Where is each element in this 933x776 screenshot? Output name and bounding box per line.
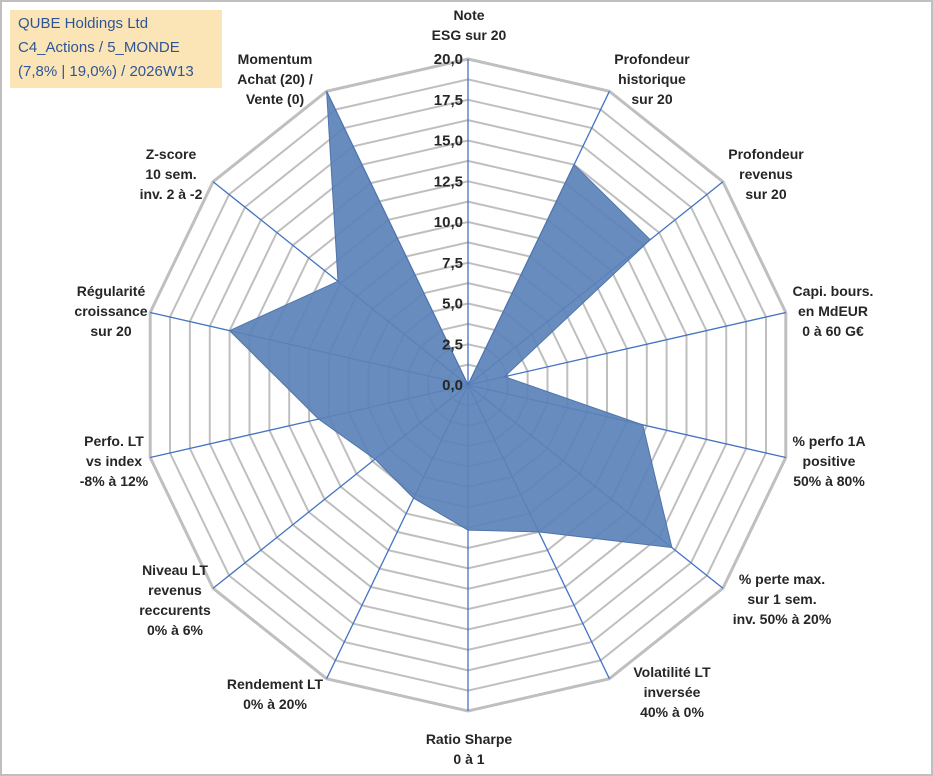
axis-label-line: revenus: [739, 166, 793, 182]
axis-label-line: 0 à 1: [453, 751, 484, 767]
axis-label: Régularité croissance sur 20: [74, 283, 147, 339]
axis-label-line: Achat (20) /: [237, 71, 313, 87]
axis-label-line: Niveau LT: [142, 562, 208, 578]
axis-label: Capi. bours. en MdEUR 0 à 60 G€: [793, 283, 874, 339]
axis-label-line: Profondeur: [614, 51, 690, 67]
axis-label: % perfo 1A positive 50% à 80%: [792, 433, 865, 489]
axis-label-line: Rendement LT: [227, 676, 324, 692]
axis-spoke: [467, 311, 786, 386]
axis-label-line: 0% à 20%: [243, 696, 307, 712]
axis-label-line: Momentum: [238, 51, 313, 67]
axis-label: Z-score 10 sem. inv. 2 à -2: [140, 146, 203, 202]
axis-label: Volatilité LT inversée 40% à 0%: [633, 664, 711, 720]
series-layer: [228, 91, 673, 549]
tick-label: 12,5: [434, 173, 463, 190]
axis-label: Note ESG sur 20: [432, 7, 507, 43]
axis-label: Ratio Sharpe 0 à 1: [426, 731, 513, 767]
tick-label: 10,0: [434, 214, 463, 231]
axis-label-line: -8% à 12%: [80, 473, 149, 489]
axis-label-line: sur 20: [90, 323, 131, 339]
axis-label-line: croissance: [74, 303, 147, 319]
axis-label-line: Régularité: [77, 283, 146, 299]
portfolio-stats: (7,8% | 19,0%) / 2026W13: [18, 63, 194, 80]
axis-label-line: 40% à 0%: [640, 704, 704, 720]
tick-layer: 0,0 2,5 5,0 7,5 10,0 12,5 15,0 17,5 20,0: [434, 51, 463, 394]
axis-label-line: Volatilité LT: [633, 664, 711, 680]
axis-label-line: 0 à 60 G€: [802, 323, 864, 339]
portfolio-name: C4_Actions / 5_MONDE: [18, 39, 180, 56]
axis-label: Momentum Achat (20) / Vente (0): [237, 51, 313, 107]
axis-label-line: % perfo 1A: [792, 433, 865, 449]
axis-label: % perte max. sur 1 sem. inv. 50% à 20%: [733, 571, 832, 627]
axis-label-line: Note: [453, 7, 484, 23]
tick-label: 15,0: [434, 133, 463, 150]
axis-label-line: inv. 2 à -2: [140, 186, 203, 202]
axis-label-line: inv. 50% à 20%: [733, 611, 832, 627]
axis-label-line: ESG sur 20: [432, 27, 507, 43]
axis-label-line: Z-score: [146, 146, 197, 162]
axis-label-line: reccurents: [139, 602, 211, 618]
axis-label-line: 10 sem.: [145, 166, 196, 182]
tick-label: 20,0: [434, 51, 463, 68]
tick-label: 2,5: [442, 336, 463, 353]
axis-label: Niveau LT revenus reccurents 0% à 6%: [139, 562, 211, 638]
axis-label: Profondeur historique sur 20: [614, 51, 690, 107]
axis-label-line: Profondeur: [728, 146, 804, 162]
axis-label-line: en MdEUR: [798, 303, 868, 319]
label-layer: Note ESG sur 20 Profondeur historique sur 20…: [74, 7, 873, 767]
tick-label: 0,0: [442, 377, 463, 394]
axis-label-line: % perte max.: [739, 571, 825, 587]
info-box: QUBE Holdings Ltd C4_Actions / 5_MONDE (…: [10, 10, 222, 88]
axis-label-line: vs index: [86, 453, 142, 469]
axis-label-line: 50% à 80%: [793, 473, 865, 489]
tick-label: 5,0: [442, 296, 463, 313]
axis-label-line: Capi. bours.: [793, 283, 874, 299]
axis-label-line: sur 20: [631, 91, 672, 107]
axis-label-line: sur 20: [745, 186, 786, 202]
axis-label: Rendement LT 0% à 20%: [227, 676, 324, 712]
tick-label: 17,5: [434, 92, 463, 109]
axis-label-line: Vente (0): [246, 91, 304, 107]
axis-label-line: inversée: [644, 684, 701, 700]
company-name: QUBE Holdings Ltd: [18, 15, 149, 32]
axis-label-line: positive: [803, 453, 856, 469]
axis-label: Profondeur revenus sur 20: [728, 146, 804, 202]
series-area: [228, 91, 673, 549]
axis-label-line: 0% à 6%: [147, 622, 204, 638]
axis-label-line: sur 1 sem.: [747, 591, 816, 607]
axis-label-line: Ratio Sharpe: [426, 731, 513, 747]
axis-label-line: Perfo. LT: [84, 433, 144, 449]
axis-label-line: revenus: [148, 582, 202, 598]
axis-label-line: historique: [618, 71, 686, 87]
tick-label: 7,5: [442, 255, 463, 272]
axis-label: Perfo. LT vs index -8% à 12%: [80, 433, 149, 489]
